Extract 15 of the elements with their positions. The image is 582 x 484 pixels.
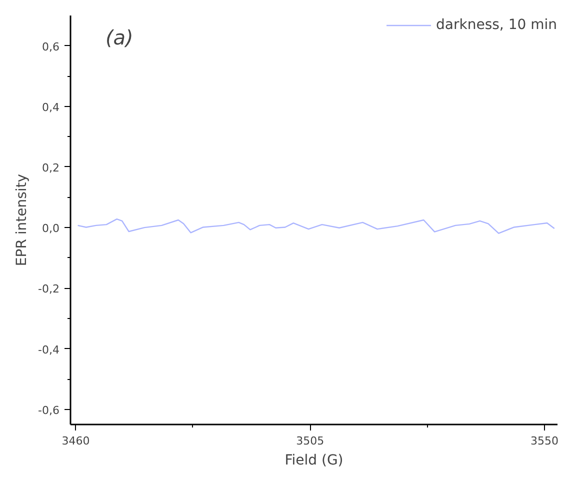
- annotation: (a): [106, 26, 134, 50]
- x-tick-label: 3550: [530, 434, 558, 448]
- y-tick-label: -0,4: [38, 343, 60, 356]
- y-tick-label: -0,6: [38, 404, 60, 417]
- x-tick-label: 3505: [296, 434, 324, 448]
- x-tick-label: 3460: [62, 434, 90, 448]
- y-tick-label: 0,2: [42, 161, 60, 174]
- y-tick-label: -0,2: [38, 282, 60, 296]
- y-tick-label: 0,0: [42, 222, 60, 236]
- legend-label: darkness, 10 min: [436, 17, 557, 33]
- line-series: [77, 218, 555, 234]
- y-tick-label: 0,4: [42, 100, 60, 114]
- y-tick-label: 0,6: [42, 40, 60, 54]
- x-axis-title: Field (G): [284, 452, 344, 468]
- y-axis-title: EPR intensity: [14, 174, 30, 266]
